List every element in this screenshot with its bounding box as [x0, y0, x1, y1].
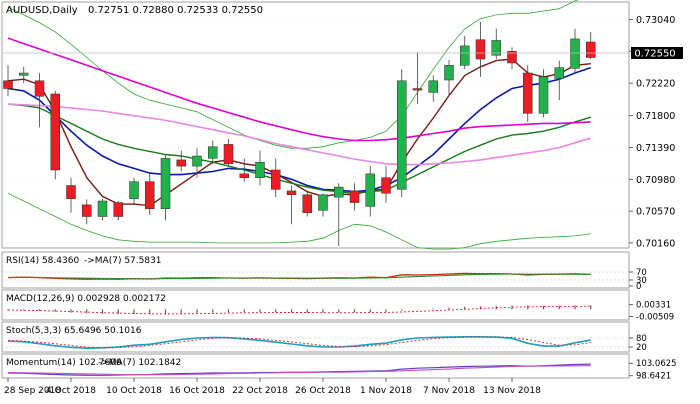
bull-candle[interactable] — [160, 158, 171, 210]
bear-candle[interactable] — [475, 39, 486, 60]
bull-candle[interactable] — [19, 72, 29, 76]
momentum-tick-label: 98.6421 — [636, 372, 671, 382]
bull-candle[interactable] — [444, 65, 454, 81]
bollinger-lower — [7, 192, 591, 250]
bear-candle[interactable] — [3, 80, 13, 89]
bear-candle[interactable] — [34, 80, 45, 97]
date-tick-label: 10 Oct 2018 — [106, 386, 162, 396]
moving-average-pink — [7, 103, 592, 166]
bear-candle[interactable] — [113, 202, 123, 217]
macd-signal-line — [7, 305, 591, 315]
macd-label: MACD(12,26,9) 0.002928 0.002172 — [6, 294, 166, 304]
stoch-tick-label: 20 — [636, 343, 647, 353]
macd-tick-label: -0.00509 — [636, 312, 674, 322]
bear-candle[interactable] — [50, 93, 60, 171]
date-tick-label: 13 Nov 2018 — [483, 386, 541, 396]
rsi-pane[interactable] — [1, 251, 630, 289]
price-tick-label: 0.73040 — [636, 15, 675, 26]
bear-candle[interactable] — [349, 190, 360, 203]
date-tick-label: 26 Oct 2018 — [295, 386, 351, 396]
rsi-label: RSI(14) 58.4360 — [6, 256, 79, 266]
ohlc-readout: 0.72751 0.72880 0.72533 0.72550 — [88, 5, 263, 16]
moving-average-darkred — [7, 58, 591, 207]
bull-candle[interactable] — [428, 80, 438, 93]
bear-candle[interactable] — [176, 159, 186, 167]
bull-candle[interactable] — [318, 194, 328, 211]
price-tick-label: 0.70570 — [636, 207, 675, 218]
bear-candle[interactable] — [381, 177, 391, 194]
rsi-tick-label: 0 — [636, 282, 641, 292]
date-tick-label: 4 Oct 2018 — [46, 386, 96, 396]
stoch-d-line — [7, 336, 591, 349]
rsi-tick-label: 30 — [636, 276, 647, 286]
rsi-lines — [2, 271, 629, 281]
momentum-lines — [7, 363, 591, 376]
bear-candle[interactable] — [66, 185, 76, 199]
date-tick-label: 1 Nov 2018 — [360, 386, 412, 396]
price-tick-label: 0.70980 — [636, 175, 675, 186]
bull-candle[interactable] — [570, 38, 580, 69]
momentum-ma-line — [7, 365, 591, 376]
bull-candle[interactable] — [554, 67, 564, 79]
moving-average-blue — [7, 66, 592, 193]
price-tick-label: 0.72220 — [636, 79, 675, 90]
bull-candle[interactable] — [192, 155, 202, 167]
bear-candle[interactable] — [302, 194, 312, 213]
bear-candle[interactable] — [523, 72, 533, 114]
bull-candle[interactable] — [397, 80, 407, 190]
price-tick-label: 0.71390 — [636, 143, 675, 154]
bear-candle[interactable] — [412, 88, 423, 91]
bear-candle[interactable] — [223, 144, 234, 165]
bear-candle[interactable] — [82, 204, 92, 217]
price-pane[interactable] — [1, 1, 630, 249]
moving-average-darkgreen — [7, 103, 591, 195]
macd-plot — [7, 305, 592, 315]
current-price-tag — [631, 47, 683, 59]
bull-candle[interactable] — [538, 76, 549, 114]
momentum-ma-label: ->MA(7) 102.1842 — [98, 358, 181, 368]
moving-average-magenta — [7, 37, 591, 142]
rsi-tick-label: 70 — [636, 268, 647, 278]
bull-candle[interactable] — [365, 173, 375, 207]
stoch-lines — [2, 335, 629, 350]
rsi-ma-line — [8, 273, 591, 280]
current-price-label: 0.72550 — [634, 49, 675, 60]
momentum-tick-label: 103.0625 — [636, 359, 677, 369]
bull-candle[interactable] — [334, 186, 344, 198]
bull-candle[interactable] — [460, 45, 470, 66]
momentum-pane[interactable] — [1, 353, 630, 379]
bull-candle[interactable] — [97, 200, 108, 217]
bull-candle[interactable] — [129, 181, 139, 199]
date-tick-label: 28 Sep 2018 — [4, 386, 61, 396]
bull-candle[interactable] — [491, 40, 501, 56]
bear-candle[interactable] — [586, 41, 596, 58]
price-tick-label: 0.70160 — [636, 238, 675, 249]
stoch-pane[interactable] — [1, 321, 630, 353]
chart-title: AUDUSD,Daily — [6, 5, 78, 16]
date-tick-label: 22 Oct 2018 — [232, 386, 288, 396]
moving-averages — [7, 37, 592, 207]
bull-candle[interactable] — [208, 146, 218, 159]
date-tick-label: 7 Nov 2018 — [423, 386, 475, 396]
stoch-label: Stoch(5,3,3) 65.6496 50.1016 — [6, 326, 142, 336]
momentum-label: Momentum(14) 102.7606 — [6, 358, 122, 368]
bear-candle[interactable] — [286, 190, 297, 196]
price-tick-label: 0.71800 — [636, 111, 675, 122]
rsi-ma-label: ->MA(7) 57.5831 — [84, 256, 162, 266]
stoch-tick-label: 80 — [636, 334, 647, 344]
bear-candle[interactable] — [145, 181, 155, 210]
bull-candle[interactable] — [255, 161, 265, 178]
candlesticks — [3, 21, 596, 246]
bear-candle[interactable] — [239, 173, 249, 178]
date-tick-label: 16 Oct 2018 — [169, 386, 225, 396]
bear-candle[interactable] — [271, 169, 281, 190]
macd-tick-label: 0.00331 — [636, 301, 671, 311]
bear-candle[interactable] — [507, 51, 517, 64]
